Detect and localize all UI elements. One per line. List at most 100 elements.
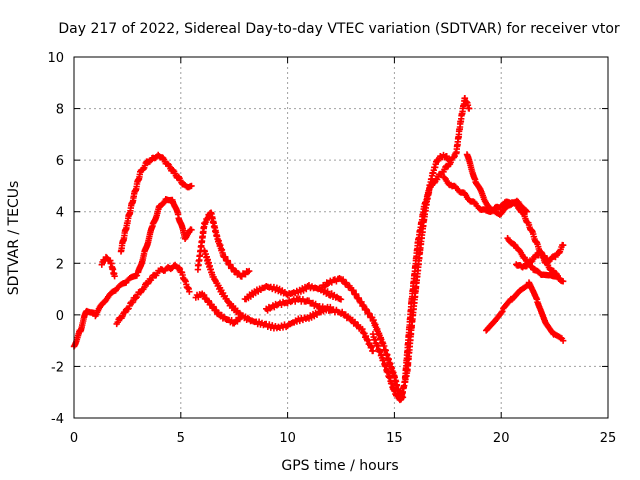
data-point <box>504 235 519 249</box>
y-tick-label: 8 <box>56 103 64 118</box>
data-point <box>348 287 365 306</box>
data-point <box>391 372 402 393</box>
data-point <box>401 299 415 382</box>
data-point <box>124 194 137 227</box>
data-point <box>102 287 119 304</box>
data-point <box>359 325 376 355</box>
series-track-5 <box>194 209 253 280</box>
data-point <box>465 105 473 112</box>
data-point <box>130 288 145 302</box>
data-point <box>523 208 531 215</box>
data-point <box>209 273 224 295</box>
data-point <box>130 171 143 200</box>
data-point <box>515 198 530 214</box>
data-point <box>156 153 169 165</box>
data-point <box>414 203 428 246</box>
data-point <box>141 222 156 255</box>
data-point <box>555 275 563 282</box>
data-point <box>241 288 258 303</box>
data-point <box>194 223 208 273</box>
data-point <box>463 151 479 183</box>
data-point <box>218 287 233 307</box>
data-point <box>534 299 549 326</box>
data-point <box>474 203 489 213</box>
data-point <box>472 178 487 201</box>
series-track-4 <box>98 253 118 280</box>
y-tick-label: -4 <box>51 412 64 427</box>
data-point <box>480 196 495 213</box>
data-point <box>517 207 532 226</box>
series-track-16 <box>504 235 563 282</box>
data-point <box>337 275 354 292</box>
data-point <box>525 221 541 246</box>
data-point <box>92 298 109 320</box>
x-tick-label: 15 <box>386 431 403 446</box>
data-point <box>559 278 567 285</box>
series-track-14 <box>463 151 531 218</box>
data-point <box>273 321 290 332</box>
plot-frame <box>73 56 609 419</box>
series-track-2 <box>117 151 195 255</box>
x-axis-label: GPS time / hours <box>281 458 398 474</box>
data-point <box>542 320 557 338</box>
data-point <box>536 248 551 262</box>
data-point <box>440 174 455 189</box>
data-point <box>408 239 421 305</box>
data-point <box>201 247 216 278</box>
y-tick-label: 2 <box>56 257 64 272</box>
data-point <box>149 204 163 227</box>
data-point <box>547 271 561 280</box>
data-point <box>295 283 311 296</box>
data-point <box>337 296 345 303</box>
x-tick-label: 5 <box>177 431 185 446</box>
data-point <box>173 263 184 273</box>
data-point <box>207 301 222 318</box>
data-point <box>245 267 253 275</box>
series-track-8 <box>241 282 345 303</box>
y-tick-label: 4 <box>56 206 64 221</box>
axis-ticks: 0 5 10 15 20 25 -4 -2 0 2 4 6 8 10 <box>47 51 616 446</box>
data-point <box>545 253 559 266</box>
data-point <box>380 342 398 379</box>
data-point <box>213 233 227 259</box>
y-tick-label: 6 <box>56 154 64 169</box>
data-point <box>525 279 541 303</box>
series-track-3 <box>113 261 193 328</box>
y-axis-label: SDTVAR / TECUs <box>6 181 22 296</box>
y-tick-label: -2 <box>51 360 64 375</box>
data-point <box>188 226 195 233</box>
data-point <box>169 196 182 218</box>
data-point <box>551 330 566 342</box>
data-point <box>220 253 235 272</box>
data-point <box>156 197 169 210</box>
data-point <box>508 287 523 303</box>
data-point <box>117 219 131 255</box>
data-point <box>369 316 387 347</box>
x-tick-label: 0 <box>70 431 78 446</box>
data-point <box>186 288 193 295</box>
data-point <box>491 308 506 325</box>
series-track-1 <box>70 196 195 350</box>
x-tick-label: 25 <box>600 431 617 446</box>
data-point <box>139 275 154 293</box>
chart-title: Day 217 of 2022, Sidereal Day-to-day VTE… <box>58 21 620 37</box>
data-point <box>559 242 567 249</box>
series-track-15 <box>483 279 567 344</box>
data-point <box>369 330 385 359</box>
series-track-9 <box>263 295 377 355</box>
data-point <box>111 272 118 280</box>
data-point <box>188 182 195 190</box>
data-point <box>226 301 243 317</box>
x-tick-label: 20 <box>493 431 510 446</box>
series-track-17 <box>513 241 567 271</box>
data-point <box>359 301 376 321</box>
data-point <box>124 272 141 284</box>
data-point <box>559 337 567 344</box>
x-tick-label: 10 <box>279 431 296 446</box>
data-point <box>453 118 464 157</box>
data-point <box>122 298 137 316</box>
data-point <box>134 250 148 276</box>
plot-area <box>70 95 567 404</box>
y-tick-label: 0 <box>56 309 64 324</box>
